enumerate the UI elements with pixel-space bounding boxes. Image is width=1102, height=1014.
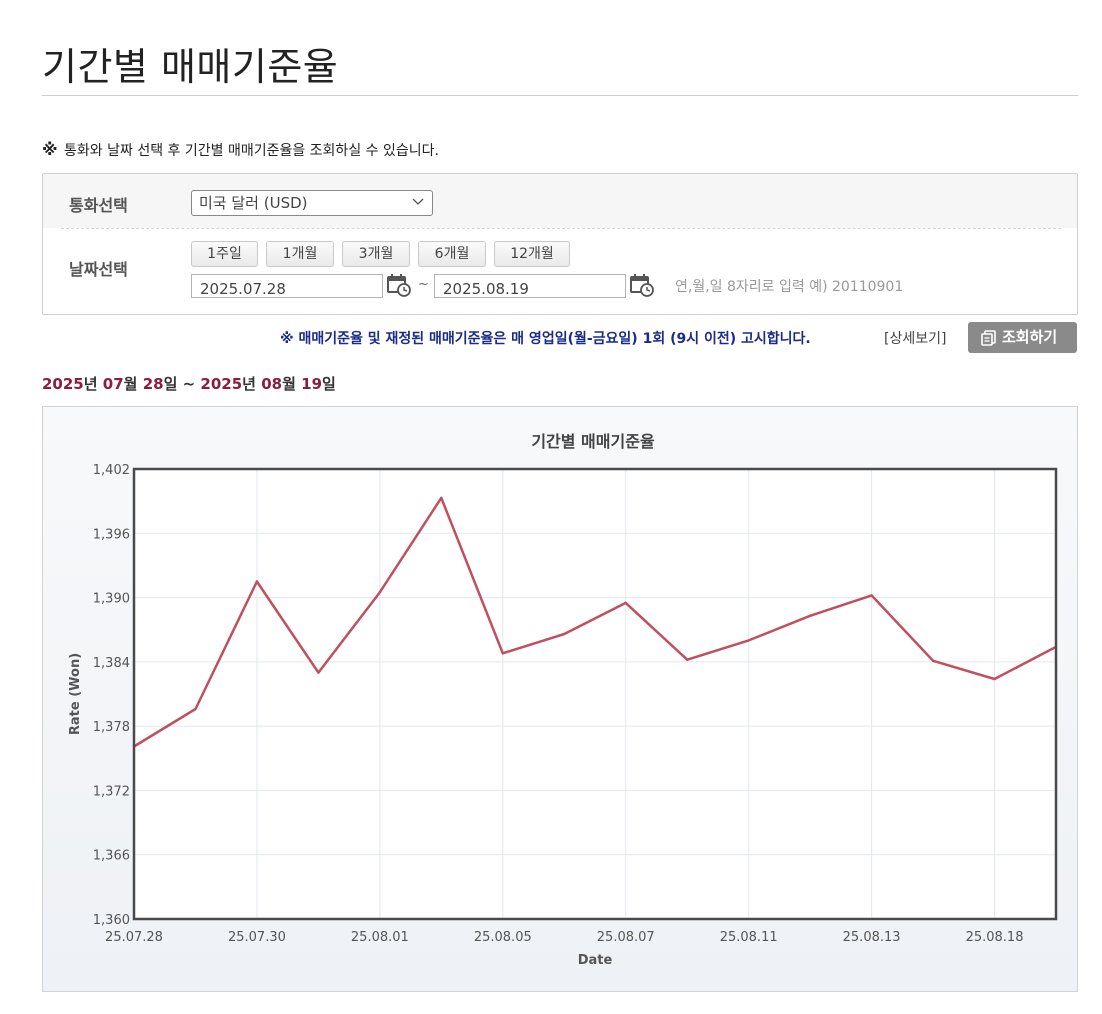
- x-tick-label: 25.08.07: [597, 930, 655, 945]
- x-tick-label: 25.08.11: [720, 930, 778, 945]
- range-end-month: 08: [261, 375, 283, 393]
- range-start-month: 07: [102, 375, 124, 393]
- document-icon: [981, 330, 996, 346]
- search-button[interactable]: 조회하기: [968, 322, 1077, 353]
- date-label: 날짜선택: [69, 260, 128, 279]
- x-axis-label: Date: [578, 953, 613, 968]
- title-divider: [42, 95, 1078, 96]
- y-tick-label: 1,366: [93, 849, 130, 864]
- plot-border: [132, 467, 1058, 921]
- period-button-6month[interactable]: 6개월: [418, 241, 486, 267]
- calendar-icon[interactable]: [629, 272, 655, 298]
- range-end-day: 19: [301, 375, 323, 393]
- data-point: [747, 639, 750, 642]
- chart-panel: 1,360 1,366 1,372 1,378 1,384 1,390 1,396 1,402…: [42, 406, 1078, 992]
- selected-date-range: 2025년 07월 28일 ~ 2025년 08월 19일: [42, 373, 336, 394]
- currency-select[interactable]: 미국 달러 (USD): [191, 190, 433, 216]
- rate-series-line: [133, 496, 1057, 748]
- row-divider: [61, 228, 1061, 229]
- rate-chart: 1,360 1,366 1,372 1,378 1,384 1,390 1,396 1,402…: [68, 432, 1058, 968]
- y-tick-label: 1,390: [93, 592, 130, 607]
- start-date-input[interactable]: 2025.07.28: [191, 274, 383, 298]
- detail-link[interactable]: [상세보기]: [884, 331, 947, 347]
- y-axis-label: Rate (Won): [68, 653, 83, 735]
- filter-panel: 통화선택 미국 달러 (USD) 날짜선택 1주일 1개월 3개월 6개월 12…: [42, 173, 1078, 315]
- data-point: [255, 580, 259, 583]
- y-tick-label: 1,372: [93, 784, 130, 799]
- data-point: [993, 677, 996, 681]
- chevron-down-icon: [412, 198, 424, 205]
- data-point: [686, 658, 689, 661]
- x-tick-label: 25.08.01: [351, 930, 409, 945]
- range-unit: 년: [83, 375, 98, 393]
- range-start-day: 28: [142, 375, 164, 393]
- y-tick-label: 1,378: [93, 720, 130, 735]
- y-tick-label: 1,402: [93, 463, 130, 478]
- range-unit: 일: [163, 375, 178, 393]
- plot-area: [134, 469, 1056, 919]
- notice-mark: ※: [42, 140, 58, 159]
- currency-select-value: 미국 달러 (USD): [199, 194, 308, 212]
- data-point: [808, 614, 812, 617]
- period-button-1week[interactable]: 1주일: [191, 241, 258, 267]
- date-format-hint: 연,월,일 8자리로 입력 예) 20110901: [675, 279, 904, 295]
- range-unit: 일: [322, 375, 336, 393]
- currency-label: 통화선택: [69, 196, 128, 215]
- y-tick-label: 1,384: [93, 656, 130, 671]
- x-tick-label: 25.08.13: [843, 930, 901, 945]
- x-tick-label: 25.07.30: [228, 930, 286, 945]
- range-unit: 월: [123, 375, 138, 393]
- data-point: [194, 707, 197, 711]
- usage-notice: ※ 통화와 날짜 선택 후 기간별 매매기준율을 조회하실 수 있습니다.: [42, 140, 439, 160]
- data-point: [317, 671, 320, 674]
- period-button-12month[interactable]: 12개월: [494, 241, 570, 267]
- data-point: [378, 591, 382, 594]
- range-unit: 월: [282, 375, 296, 393]
- range-end-year: 2025: [200, 375, 243, 393]
- y-tick-label: 1,396: [93, 527, 130, 542]
- calendar-icon[interactable]: [386, 272, 412, 298]
- data-point: [931, 659, 935, 662]
- end-date-input[interactable]: 2025.08.19: [434, 274, 626, 298]
- x-tick-label: 25.08.05: [474, 930, 532, 945]
- period-button-1month[interactable]: 1개월: [266, 241, 334, 267]
- publication-notice: ※ 매매기준율 및 재정된 매매기준율은 매 영업일(월-금요일) 1회 (9시…: [280, 331, 811, 347]
- data-point: [624, 601, 627, 605]
- data-point: [870, 594, 873, 597]
- range-start-year: 2025: [42, 375, 84, 393]
- data-point: [440, 496, 443, 500]
- page-title: 기간별 매매기준율: [42, 45, 339, 89]
- range-separator: ~: [177, 375, 201, 393]
- range-unit: 년: [242, 375, 256, 393]
- notice-text: 통화와 날짜 선택 후 기간별 매매기준율을 조회하실 수 있습니다.: [64, 143, 439, 159]
- y-tick-label: 1,360: [93, 913, 130, 928]
- date-range-tilde: ~: [418, 277, 429, 292]
- x-tick-label: 25.07.28: [105, 930, 163, 945]
- period-button-3month[interactable]: 3개월: [342, 241, 410, 267]
- data-point: [563, 632, 566, 636]
- search-button-label: 조회하기: [1002, 328, 1058, 346]
- data-point: [501, 652, 504, 655]
- chart-title: 기간별 매매기준율: [531, 432, 655, 451]
- x-tick-label: 25.08.18: [966, 930, 1024, 945]
